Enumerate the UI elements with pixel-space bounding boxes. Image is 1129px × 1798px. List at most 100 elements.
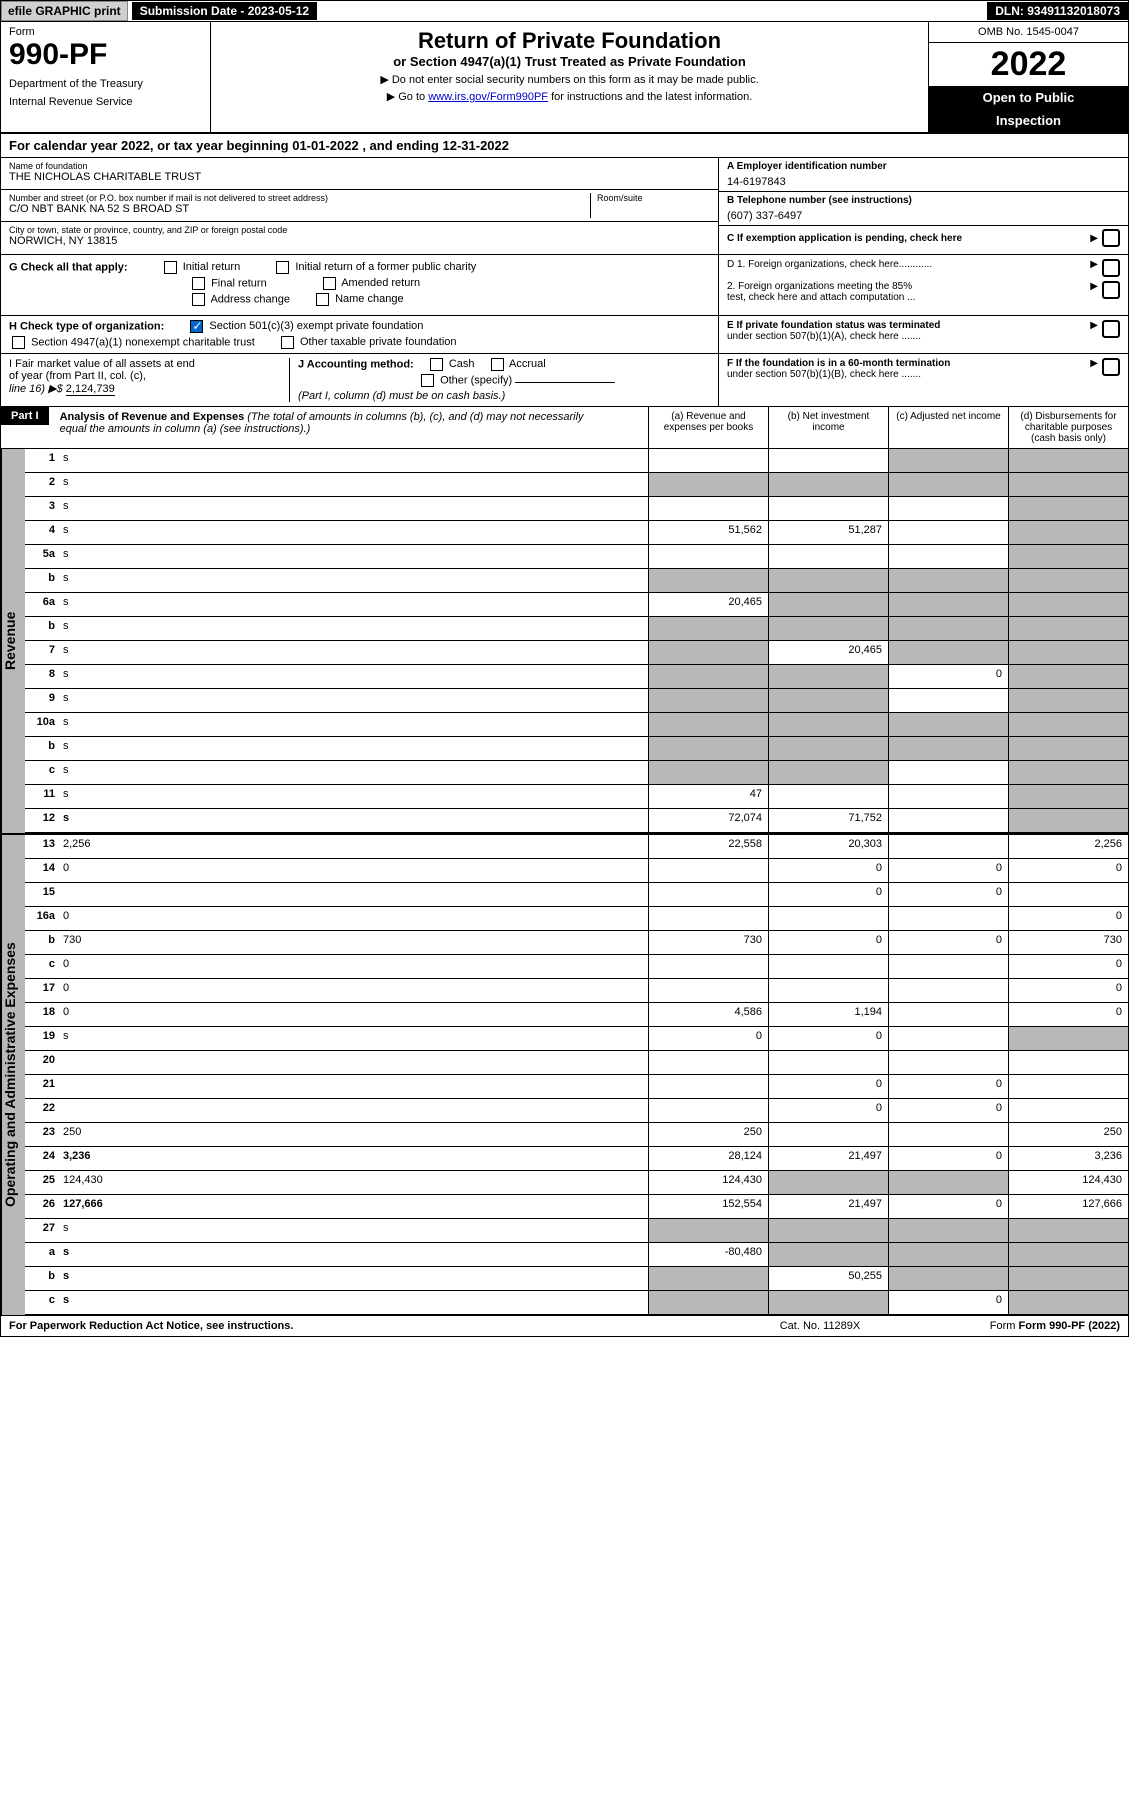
data-cell-c: 0	[888, 859, 1008, 882]
line-number: c	[25, 955, 59, 978]
g-checkbox-name[interactable]	[316, 293, 329, 306]
line-description: s	[59, 785, 648, 808]
exemption-checkbox[interactable]	[1102, 229, 1120, 247]
data-cell-d	[1008, 665, 1128, 688]
submission-date: Submission Date - 2023-05-12	[132, 2, 317, 20]
data-cell-b	[768, 1243, 888, 1266]
data-cell-c: 0	[888, 1099, 1008, 1122]
data-cell-a: -80,480	[648, 1243, 768, 1266]
data-cell-b	[768, 785, 888, 808]
h-checkbox-501c3[interactable]	[190, 320, 203, 333]
data-cell-c	[888, 569, 1008, 592]
form-title: Return of Private Foundation	[217, 28, 922, 54]
g-former: Initial return of a former public charit…	[295, 261, 476, 273]
g-section: G Check all that apply: Initial return I…	[1, 255, 718, 315]
h-other: Other taxable private foundation	[300, 336, 457, 348]
data-cell-b	[768, 979, 888, 1002]
line-description: 0	[59, 955, 648, 978]
data-cell-d: 0	[1008, 907, 1128, 930]
data-cell-d	[1008, 1291, 1128, 1314]
section-h-e: H Check type of organization: Section 50…	[1, 316, 1128, 354]
phone-cell: B Telephone number (see instructions) (6…	[719, 192, 1128, 226]
line-description: 127,666	[59, 1195, 648, 1218]
data-cell-b: 21,497	[768, 1147, 888, 1170]
g-name: Name change	[335, 293, 404, 305]
line-number: 26	[25, 1195, 59, 1218]
g-final: Final return	[211, 277, 267, 289]
data-cell-b	[768, 569, 888, 592]
e-checkbox[interactable]	[1102, 320, 1120, 338]
d2a-label: 2. Foreign organizations meeting the 85%	[727, 281, 912, 292]
identification-section: Name of foundation THE NICHOLAS CHARITAB…	[1, 158, 1128, 254]
table-row: 25124,430124,430124,430	[25, 1171, 1128, 1195]
data-cell-b	[768, 1171, 888, 1194]
efile-button[interactable]: efile GRAPHIC print	[1, 1, 128, 21]
line-number: 14	[25, 859, 59, 882]
line-number: 2	[25, 473, 59, 496]
arrow-icon: ▶	[1090, 233, 1098, 244]
dept-line-1: Department of the Treasury	[9, 78, 202, 90]
f-section: F If the foundation is in a 60-month ter…	[718, 354, 1128, 406]
header-left: Form 990-PF Department of the Treasury I…	[1, 22, 211, 132]
line-description: 2,256	[59, 835, 648, 858]
j-note: (Part I, column (d) must be on cash basi…	[298, 390, 505, 402]
data-cell-b: 20,465	[768, 641, 888, 664]
note2-pre: ▶ Go to	[387, 91, 428, 103]
g-checkbox-initial[interactable]	[164, 261, 177, 274]
data-cell-c	[888, 1003, 1008, 1026]
city-label: City or town, state or province, country…	[9, 225, 710, 235]
data-cell-a	[648, 545, 768, 568]
d2-checkbox[interactable]	[1102, 281, 1120, 299]
line-number: 20	[25, 1051, 59, 1074]
line-number: c	[25, 1291, 59, 1314]
data-cell-a	[648, 907, 768, 930]
phone-label: B Telephone number (see instructions)	[727, 195, 1120, 206]
revenue-rows: 1s2s3s4s51,56251,2875asbs6as20,465bs7s20…	[25, 449, 1128, 833]
g-checkbox-former[interactable]	[276, 261, 289, 274]
d1-checkbox[interactable]	[1102, 259, 1120, 277]
data-cell-a	[648, 689, 768, 712]
line-description: s	[59, 569, 648, 592]
data-cell-a: 20,465	[648, 593, 768, 616]
data-cell-a	[648, 569, 768, 592]
j-checkbox-accrual[interactable]	[491, 358, 504, 371]
data-cell-a	[648, 737, 768, 760]
h-checkbox-4947[interactable]	[12, 336, 25, 349]
line-number: 11	[25, 785, 59, 808]
g-checkbox-amended[interactable]	[323, 277, 336, 290]
table-row: 27s	[25, 1219, 1128, 1243]
line-number: 8	[25, 665, 59, 688]
g-label: G Check all that apply:	[9, 261, 128, 273]
irs-link[interactable]: www.irs.gov/Form990PF	[428, 91, 548, 103]
data-cell-a	[648, 883, 768, 906]
data-cell-b: 0	[768, 931, 888, 954]
line-description: s	[59, 1027, 648, 1050]
line-number: 1	[25, 449, 59, 472]
line-description: s	[59, 1219, 648, 1242]
g-checkbox-final[interactable]	[192, 277, 205, 290]
data-cell-a	[648, 1075, 768, 1098]
data-cell-c	[888, 617, 1008, 640]
table-row: cs0	[25, 1291, 1128, 1315]
e-section: E If private foundation status was termi…	[718, 316, 1128, 353]
g-checkbox-address[interactable]	[192, 293, 205, 306]
f-checkbox[interactable]	[1102, 358, 1120, 376]
line-number: b	[25, 931, 59, 954]
table-row: 16a00	[25, 907, 1128, 931]
footer-left: For Paperwork Reduction Act Notice, see …	[9, 1320, 720, 1332]
data-cell-c	[888, 449, 1008, 472]
section-g-d: G Check all that apply: Initial return I…	[1, 254, 1128, 316]
data-cell-a	[648, 497, 768, 520]
line-description: s	[59, 1267, 648, 1290]
footer-mid: Cat. No. 11289X	[720, 1320, 920, 1332]
data-cell-a: 28,124	[648, 1147, 768, 1170]
data-cell-b	[768, 1051, 888, 1074]
j-checkbox-cash[interactable]	[430, 358, 443, 371]
j-checkbox-other[interactable]	[421, 374, 434, 387]
e2-label: under section 507(b)(1)(A), check here .…	[727, 331, 921, 342]
line-number: 17	[25, 979, 59, 1002]
h-checkbox-other[interactable]	[281, 336, 294, 349]
data-cell-b: 0	[768, 1099, 888, 1122]
data-cell-b: 50,255	[768, 1267, 888, 1290]
line-number: c	[25, 761, 59, 784]
